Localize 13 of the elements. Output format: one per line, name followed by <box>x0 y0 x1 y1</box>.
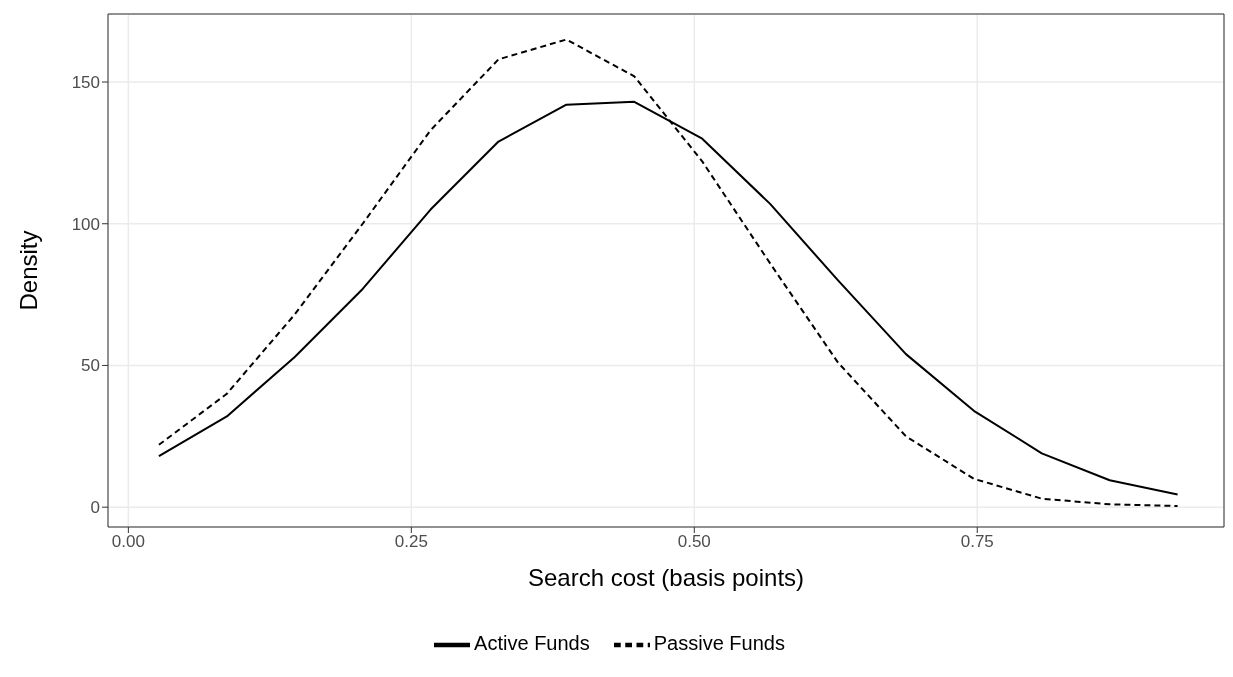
x-tick-label: 0.25 <box>394 532 428 552</box>
x-tick-label: 0.50 <box>677 532 711 552</box>
legend-label: Active Funds <box>474 632 590 655</box>
x-tick-label: 0.00 <box>111 532 145 552</box>
legend-label: Passive Funds <box>653 632 785 655</box>
y-axis-title: Density <box>14 230 42 311</box>
y-tick-label: 50 <box>81 356 100 376</box>
y-tick-label: 0 <box>90 498 100 518</box>
y-tick-label: 100 <box>71 214 100 234</box>
x-axis-title: Search cost (basis points) <box>527 564 805 592</box>
y-tick-label: 150 <box>71 73 100 93</box>
line-series <box>157 38 1179 508</box>
x-tick-label: 0.75 <box>960 532 994 552</box>
